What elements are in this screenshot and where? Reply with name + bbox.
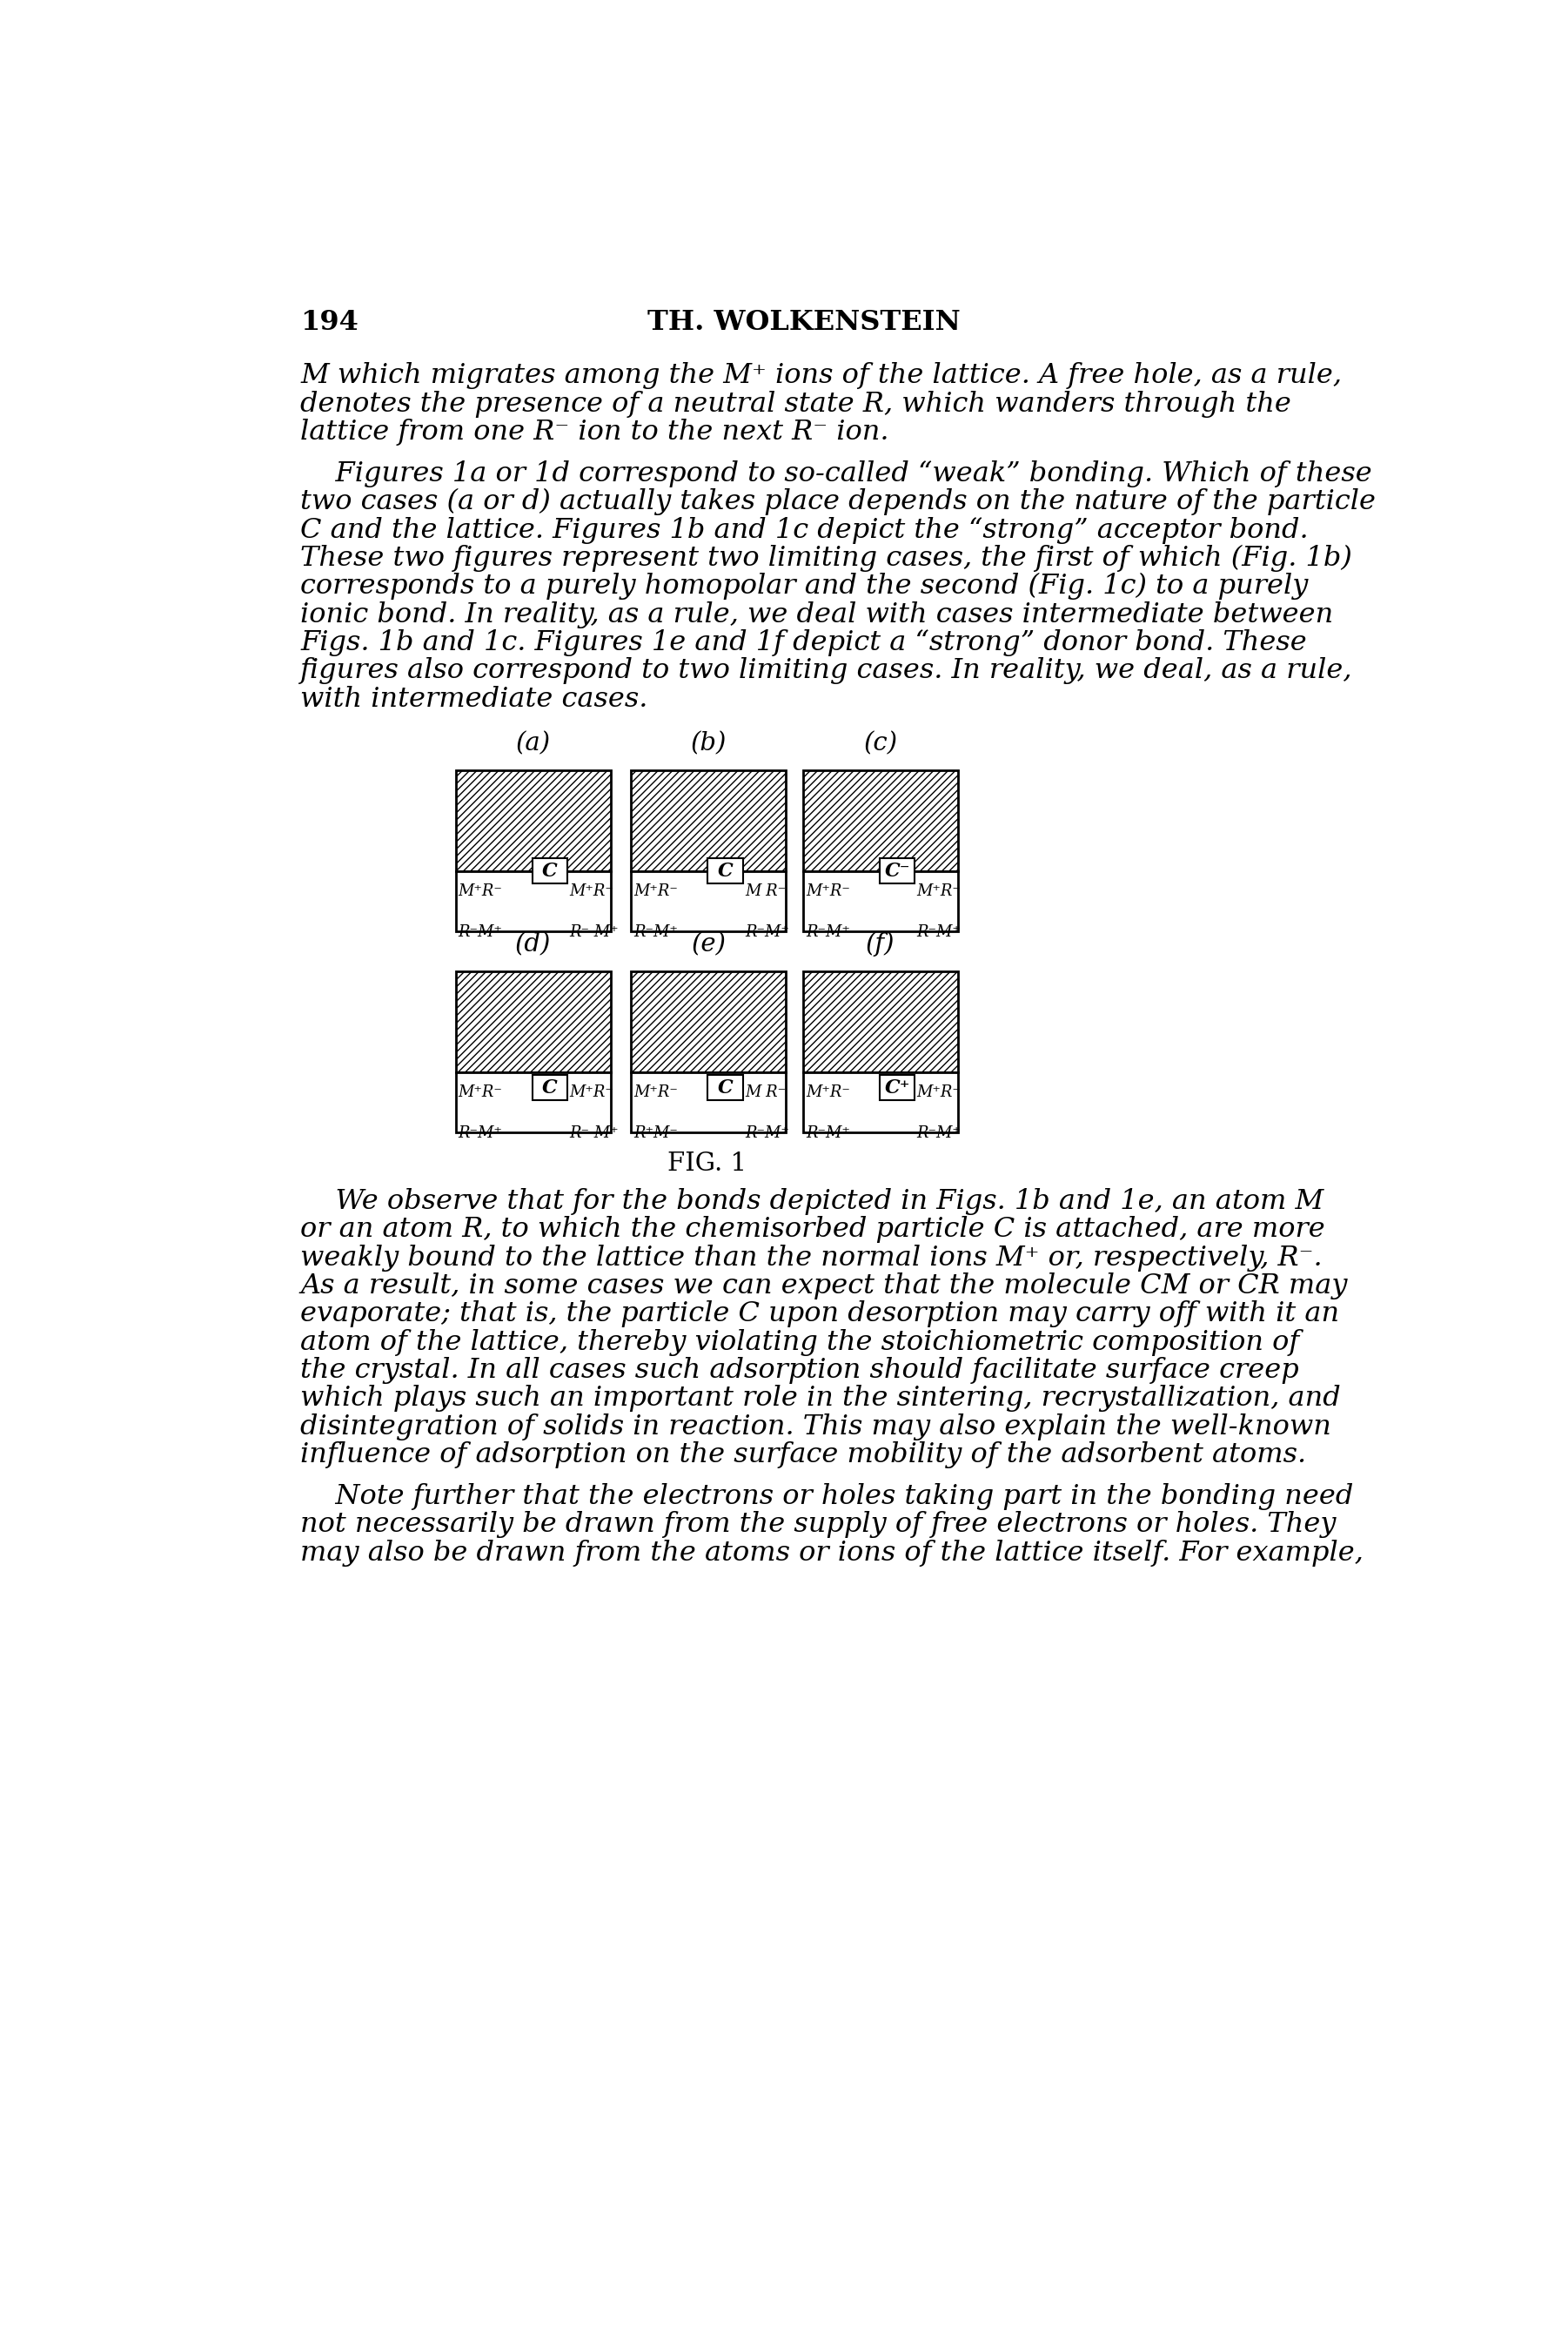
Text: M which migrates among the M⁺ ions of the lattice. A free hole, as a rule,: M which migrates among the M⁺ ions of th… [301, 362, 1342, 390]
Text: R⁻M⁺: R⁻M⁺ [633, 924, 677, 940]
Text: R⁻ M⁺: R⁻ M⁺ [569, 1126, 619, 1142]
Text: R⁻M⁺: R⁻M⁺ [917, 924, 961, 940]
Bar [456, 1072, 610, 1133]
Text: R⁻M⁺: R⁻M⁺ [458, 1126, 503, 1142]
Text: M⁺R⁻: M⁺R⁻ [569, 1083, 613, 1100]
Text: M⁺R⁻: M⁺R⁻ [806, 1083, 850, 1100]
Text: (d): (d) [516, 933, 552, 956]
Text: Figs. 1b and 1c. Figures 1e and 1f depict a “strong” donor bond. These: Figs. 1b and 1c. Figures 1e and 1f depic… [301, 630, 1308, 656]
Text: Note further that the electrons or holes taking part in the bonding need: Note further that the electrons or holes… [301, 1483, 1353, 1511]
Text: R⁻M⁺: R⁻M⁺ [917, 1126, 961, 1142]
Text: R⁻M⁺: R⁻M⁺ [806, 924, 850, 940]
Text: C⁺: C⁺ [884, 1079, 909, 1097]
Text: We observe that for the bonds depicted in Figs. 1b and 1e, an atom M: We observe that for the bonds depicted i… [301, 1189, 1323, 1215]
Text: the crystal. In all cases such adsorption should facilitate surface creep: the crystal. In all cases such adsorptio… [301, 1356, 1300, 1384]
Text: M⁺R⁻: M⁺R⁻ [458, 884, 503, 898]
Text: (b): (b) [690, 731, 726, 757]
Text: R⁻ M⁺: R⁻ M⁺ [569, 924, 619, 940]
Bar [630, 971, 786, 1072]
Bar [803, 771, 958, 872]
Text: C and the lattice. Figures 1b and 1c depict the “strong” acceptor bond.: C and the lattice. Figures 1b and 1c dep… [301, 517, 1309, 543]
Bar [533, 858, 568, 884]
Text: TH. WOLKENSTEIN: TH. WOLKENSTEIN [648, 308, 960, 336]
Bar [630, 1072, 786, 1133]
Text: two cases (a or d) actually takes place depends on the nature of the particle: two cases (a or d) actually takes place … [301, 489, 1377, 515]
Text: corresponds to a purely homopolar and the second (Fig. 1c) to a purely: corresponds to a purely homopolar and th… [301, 573, 1308, 599]
Text: atom of the lattice, thereby violating the stoichiometric composition of: atom of the lattice, thereby violating t… [301, 1328, 1300, 1356]
Text: (f): (f) [866, 933, 895, 956]
Text: C: C [718, 862, 734, 881]
Text: R⁻M⁺: R⁻M⁺ [458, 924, 503, 940]
Text: M⁺R⁻: M⁺R⁻ [458, 1083, 503, 1100]
Bar [533, 1074, 568, 1100]
Text: or an atom R, to which the chemisorbed particle C is attached, are more: or an atom R, to which the chemisorbed p… [301, 1217, 1325, 1243]
Text: may also be drawn from the atoms or ions of the lattice itself. For example,: may also be drawn from the atoms or ions… [301, 1539, 1364, 1565]
Bar [880, 1074, 914, 1100]
Text: These two figures represent two limiting cases, the first of which (Fig. 1b): These two figures represent two limiting… [301, 545, 1353, 571]
Text: M R⁻: M R⁻ [745, 884, 786, 898]
Text: M⁺R⁻: M⁺R⁻ [917, 884, 961, 898]
Text: R⁻M⁺: R⁻M⁺ [745, 924, 789, 940]
Bar [456, 771, 610, 872]
Text: M⁺R⁻: M⁺R⁻ [569, 884, 613, 898]
Text: M⁺R⁻: M⁺R⁻ [917, 1083, 961, 1100]
Text: C: C [718, 1079, 734, 1097]
Text: C⁻: C⁻ [884, 862, 909, 881]
Text: 194: 194 [301, 308, 359, 336]
Text: R⁺M⁻: R⁺M⁻ [633, 1126, 677, 1142]
Text: M⁺R⁻: M⁺R⁻ [633, 884, 677, 898]
Bar [803, 872, 958, 931]
Text: lattice from one R⁻ ion to the next R⁻ ion.: lattice from one R⁻ ion to the next R⁻ i… [301, 418, 889, 446]
Text: As a result, in some cases we can expect that the molecule CM or CR may: As a result, in some cases we can expect… [301, 1274, 1348, 1300]
Bar [803, 1072, 958, 1133]
Text: denotes the presence of a neutral state R, which wanders through the: denotes the presence of a neutral state … [301, 390, 1292, 418]
Text: R⁻M⁺: R⁻M⁺ [745, 1126, 789, 1142]
Text: ionic bond. In reality, as a rule, we deal with cases intermediate between: ionic bond. In reality, as a rule, we de… [301, 602, 1334, 627]
Text: with intermediate cases.: with intermediate cases. [301, 686, 648, 712]
Bar [880, 858, 914, 884]
Text: (a): (a) [516, 731, 550, 757]
Text: disintegration of solids in reaction. This may also explain the well-known: disintegration of solids in reaction. Th… [301, 1412, 1331, 1441]
Text: figures also correspond to two limiting cases. In reality, we deal, as a rule,: figures also correspond to two limiting … [301, 658, 1353, 684]
Bar [630, 872, 786, 931]
Bar [456, 971, 610, 1072]
Text: Figures 1a or 1d correspond to so-called “weak” bonding. Which of these: Figures 1a or 1d correspond to so-called… [301, 461, 1372, 486]
Bar [630, 771, 786, 872]
Text: not necessarily be drawn from the supply of free electrons or holes. They: not necessarily be drawn from the supply… [301, 1511, 1336, 1539]
Text: influence of adsorption on the surface mobility of the adsorbent atoms.: influence of adsorption on the surface m… [301, 1441, 1306, 1469]
Text: (c): (c) [864, 731, 897, 757]
Bar [456, 872, 610, 931]
Bar [707, 858, 743, 884]
Bar [803, 971, 958, 1072]
Text: C: C [543, 1079, 558, 1097]
Text: (e): (e) [691, 933, 726, 956]
Text: which plays such an important role in the sintering, recrystallization, and: which plays such an important role in th… [301, 1384, 1341, 1412]
Text: M⁺R⁻: M⁺R⁻ [806, 884, 850, 898]
Text: M⁺R⁻: M⁺R⁻ [633, 1083, 677, 1100]
Text: weakly bound to the lattice than the normal ions M⁺ or, respectively, R⁻.: weakly bound to the lattice than the nor… [301, 1246, 1323, 1271]
Text: evaporate; that is, the particle C upon desorption may carry off with it an: evaporate; that is, the particle C upon … [301, 1300, 1339, 1328]
Text: R⁻M⁺: R⁻M⁺ [806, 1126, 850, 1142]
Bar [707, 1074, 743, 1100]
Text: C: C [543, 862, 558, 881]
Text: FIG. 1: FIG. 1 [668, 1152, 746, 1175]
Text: M R⁻: M R⁻ [745, 1083, 786, 1100]
